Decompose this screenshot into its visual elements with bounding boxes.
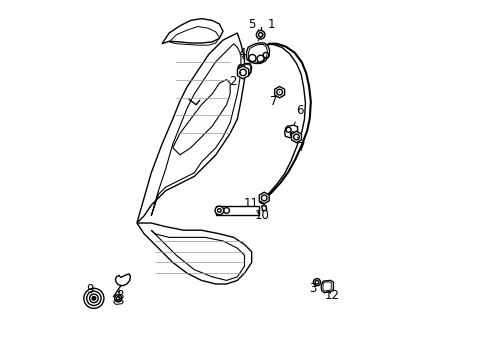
Text: 12: 12	[324, 289, 339, 302]
Text: 7: 7	[269, 92, 279, 108]
Circle shape	[258, 33, 262, 37]
Text: 10: 10	[254, 210, 268, 222]
Circle shape	[215, 206, 223, 215]
Text: 3: 3	[308, 282, 316, 295]
Text: 2: 2	[229, 72, 241, 88]
Circle shape	[314, 280, 318, 284]
Polygon shape	[246, 43, 269, 63]
Polygon shape	[291, 131, 301, 143]
Text: 6: 6	[294, 104, 303, 124]
Polygon shape	[237, 66, 248, 79]
Text: 5: 5	[247, 18, 259, 31]
Polygon shape	[321, 280, 333, 293]
Text: 11: 11	[243, 197, 261, 210]
Polygon shape	[238, 63, 251, 77]
Text: 8: 8	[116, 289, 123, 302]
Polygon shape	[284, 125, 297, 138]
Circle shape	[92, 297, 96, 300]
Text: 1: 1	[258, 18, 275, 41]
Polygon shape	[259, 192, 268, 204]
Polygon shape	[115, 274, 130, 286]
Polygon shape	[274, 86, 284, 98]
Text: 7: 7	[297, 137, 305, 154]
Text: 9: 9	[86, 283, 93, 296]
Text: 4: 4	[237, 47, 245, 60]
